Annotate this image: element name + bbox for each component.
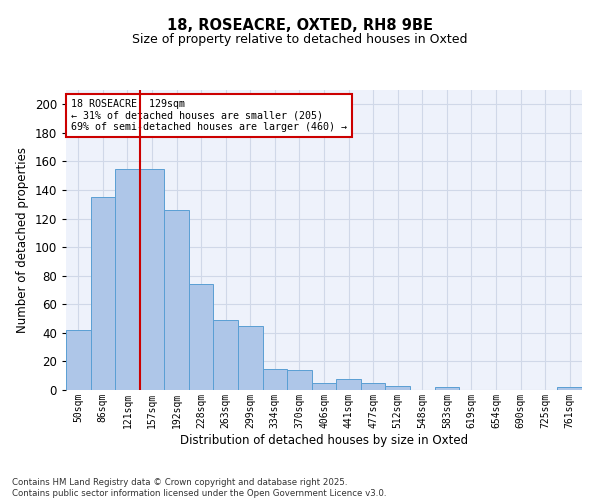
Bar: [189, 284, 214, 390]
Bar: [336, 378, 361, 390]
Bar: [557, 387, 582, 390]
Bar: [263, 368, 287, 390]
Text: 18, ROSEACRE, OXTED, RH8 9BE: 18, ROSEACRE, OXTED, RH8 9BE: [167, 18, 433, 32]
Text: 18 ROSEACRE: 129sqm
← 31% of detached houses are smaller (205)
69% of semi-detac: 18 ROSEACRE: 129sqm ← 31% of detached ho…: [71, 99, 347, 132]
Bar: [312, 383, 336, 390]
Bar: [164, 210, 189, 390]
Bar: [91, 197, 115, 390]
Y-axis label: Number of detached properties: Number of detached properties: [16, 147, 29, 333]
Bar: [385, 386, 410, 390]
Bar: [238, 326, 263, 390]
Text: Size of property relative to detached houses in Oxted: Size of property relative to detached ho…: [132, 32, 468, 46]
Bar: [287, 370, 312, 390]
Text: Contains HM Land Registry data © Crown copyright and database right 2025.
Contai: Contains HM Land Registry data © Crown c…: [12, 478, 386, 498]
Bar: [361, 383, 385, 390]
Bar: [115, 168, 140, 390]
Bar: [66, 330, 91, 390]
Bar: [140, 168, 164, 390]
X-axis label: Distribution of detached houses by size in Oxted: Distribution of detached houses by size …: [180, 434, 468, 446]
Bar: [214, 320, 238, 390]
Bar: [434, 387, 459, 390]
